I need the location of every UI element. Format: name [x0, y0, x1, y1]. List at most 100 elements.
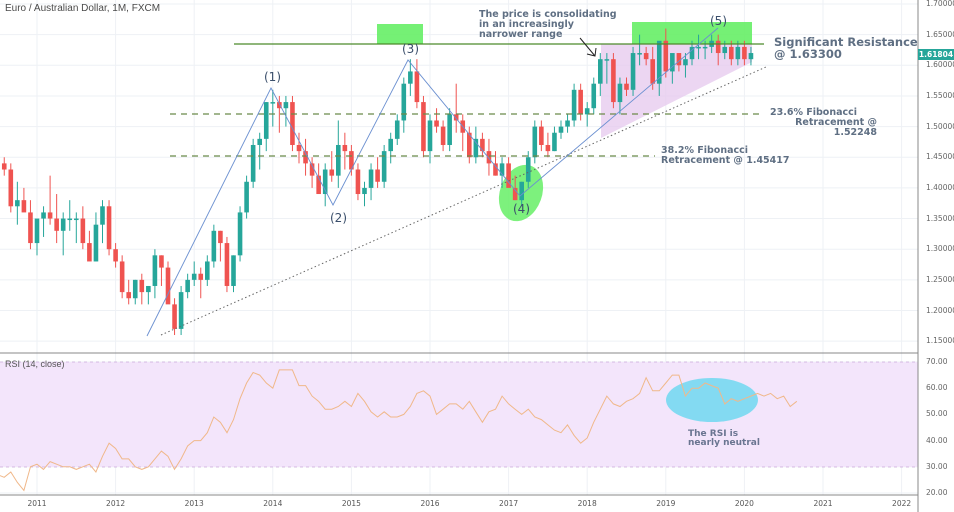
candle	[250, 138, 256, 188]
rsi-neutral-ellipse	[666, 378, 758, 422]
candle	[565, 114, 570, 133]
current-price-label: 1.61804	[918, 49, 954, 60]
candle	[512, 175, 518, 201]
time-tick: 2021	[813, 499, 833, 508]
candle	[1, 157, 7, 176]
time-tick: 2014	[263, 499, 283, 508]
candle	[408, 59, 413, 96]
price-tick: 1.65000	[926, 29, 954, 39]
candle	[355, 163, 361, 201]
candle	[604, 53, 610, 84]
candle	[270, 89, 276, 127]
candle	[277, 95, 282, 133]
candle	[440, 120, 446, 152]
rsi-tick: 60.00	[926, 383, 948, 393]
candle	[506, 157, 511, 188]
candle	[237, 206, 243, 262]
price-tick: 1.30000	[926, 244, 954, 254]
resistance-annotation: Significant Resistance @ 1.63300	[774, 36, 918, 60]
candle	[591, 77, 597, 115]
rsi-series	[0, 369, 798, 492]
candle	[558, 120, 564, 139]
time-tick: 2019	[656, 499, 676, 508]
wave-label-1: (1)	[264, 70, 281, 84]
candle	[643, 46, 649, 66]
candle	[349, 144, 354, 176]
candle	[139, 273, 145, 305]
candle	[74, 212, 79, 244]
candle	[368, 163, 374, 201]
candle	[467, 126, 472, 164]
rsi-title: RSI (14, close)	[5, 359, 65, 369]
candle	[21, 187, 27, 213]
candle	[480, 132, 485, 158]
candle	[342, 132, 348, 170]
candle	[532, 120, 538, 164]
candle	[329, 151, 335, 182]
time-tick: 2017	[499, 499, 519, 508]
price-tick: 1.25000	[926, 274, 954, 284]
candle	[244, 175, 249, 219]
candle	[486, 138, 492, 176]
candle	[663, 28, 669, 78]
time-tick: 2016	[420, 499, 440, 508]
rsi-tick: 20.00	[926, 488, 948, 497]
candle	[584, 102, 590, 127]
candle	[126, 279, 131, 305]
candle	[28, 200, 33, 250]
candle	[296, 132, 302, 164]
resistance-highlight-box-2019	[632, 22, 752, 44]
time-tick: 2020	[734, 499, 754, 508]
time-tick: 2012	[106, 499, 126, 508]
annotation-arrowhead	[586, 47, 597, 57]
wave-label-2: (2)	[330, 211, 347, 225]
candle	[375, 157, 380, 188]
candle	[211, 224, 217, 268]
candle	[637, 34, 642, 66]
candle	[683, 53, 688, 78]
candle	[729, 40, 734, 66]
candle	[630, 46, 636, 96]
candle	[87, 230, 92, 262]
candle	[119, 255, 125, 299]
elliott-wave-path	[146, 27, 719, 337]
resistance-line-1: Significant Resistance	[774, 35, 918, 49]
chart-title: Euro / Australian Dollar, 1M, FXCM	[5, 3, 161, 14]
price-tick: 1.55000	[926, 90, 954, 100]
time-tick: 2022	[892, 499, 912, 508]
candle	[447, 108, 452, 152]
candle	[146, 285, 151, 305]
time-tick: 2011	[27, 499, 47, 508]
candle	[735, 40, 741, 66]
candle	[172, 298, 177, 336]
support-trendline	[160, 66, 767, 336]
fib382-line-1: 38.2% Fibonacci	[661, 145, 749, 156]
fib236-annotation: 23.6% Fibonacci Retracement @ 1.52248	[752, 108, 877, 138]
candle	[715, 34, 721, 66]
candle	[676, 53, 682, 72]
wave-label-3: (3)	[402, 42, 419, 56]
consolidation-annotation: The price is consolidating in an increas…	[479, 10, 617, 40]
candle	[689, 40, 695, 66]
candle	[41, 206, 46, 237]
candle	[453, 83, 459, 133]
candle	[178, 285, 184, 336]
candle	[191, 261, 197, 286]
rsi-tick: 40.00	[926, 435, 948, 445]
candle	[421, 95, 426, 158]
candle	[670, 53, 675, 84]
price-tick: 1.50000	[926, 121, 954, 131]
candle	[290, 95, 295, 152]
rsi-line	[0, 369, 798, 492]
candle	[742, 40, 747, 66]
candle	[93, 212, 99, 262]
fib382-line-2: Retracement @ 1.45417	[661, 154, 790, 166]
candle	[656, 40, 662, 96]
candle	[309, 157, 315, 188]
rsi-tick: 50.00	[926, 409, 948, 419]
candle	[434, 108, 439, 133]
candle	[322, 163, 328, 207]
candle	[165, 261, 171, 305]
candle	[100, 200, 105, 244]
